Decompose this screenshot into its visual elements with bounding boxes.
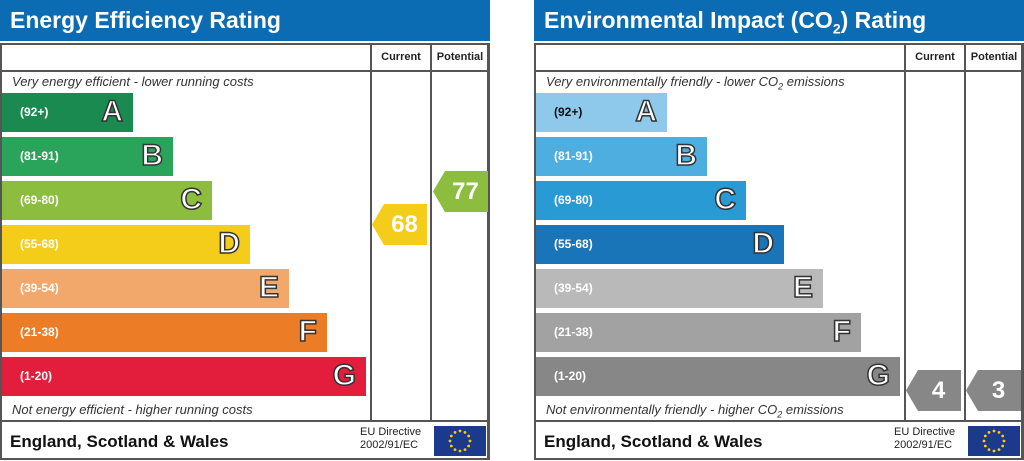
bottom-note: Not environmentally friendly - higher CO… [546, 402, 844, 420]
environmental-impact-panel: Environmental Impact (CO2) Rating Curren… [534, 0, 1024, 460]
energy-efficiency-panel: Energy Efficiency Rating Current Potenti… [0, 0, 490, 460]
note-text: emissions [782, 402, 844, 417]
eu-directive: EU Directive 2002/91/EC [894, 426, 955, 452]
band-letter: B [141, 138, 164, 173]
title-text: ) Rating [840, 7, 927, 33]
note-text: emissions [783, 74, 845, 89]
eu-stars [982, 429, 1006, 453]
band-letter: A [635, 94, 658, 129]
divider [2, 70, 487, 72]
top-note: Very environmentally friendly - lower CO… [546, 74, 845, 92]
band-range: (69-80) [20, 193, 59, 207]
footer-region: England, Scotland & Wales [10, 432, 229, 451]
note-text: Very environmentally friendly - lower CO [546, 74, 779, 89]
band-range: (1-20) [20, 369, 53, 383]
eu-directive: EU Directive 2002/91/EC [360, 426, 421, 452]
note-sub: 2 [778, 81, 784, 92]
divider [370, 45, 372, 420]
current-column-header: Current [381, 51, 421, 63]
band-letter: D [752, 226, 775, 261]
band-e: (39-54) E [536, 269, 823, 308]
divider [964, 45, 966, 420]
band-letter: E [258, 270, 280, 305]
title-sub: 2 [832, 20, 841, 37]
panel-title: Energy Efficiency Rating [0, 0, 490, 41]
potential-column-header: Potential [436, 51, 484, 63]
eu-flag-icon [968, 426, 1020, 456]
divider [904, 45, 906, 420]
band-range: (69-80) [554, 193, 593, 207]
band-range: (81-91) [20, 149, 59, 163]
band-letter: G [332, 358, 357, 393]
band-letter: C [714, 182, 737, 217]
band-letter: A [101, 94, 124, 129]
directive-line2: 2002/91/EC [360, 439, 419, 451]
top-note: Very energy efficient - lower running co… [12, 74, 254, 89]
band-f: (21-38) F [2, 313, 327, 352]
rating-table: Current Potential Very energy efficient … [0, 43, 490, 460]
band-b: (81-91) B [2, 137, 173, 176]
band-e: (39-54) E [2, 269, 289, 308]
band-letter: B [675, 138, 698, 173]
band-range: (92+) [20, 105, 49, 119]
band-f: (21-38) F [536, 313, 861, 352]
band-range: (92+) [554, 105, 583, 119]
current-column-header: Current [915, 51, 955, 63]
title-text: Environmental Impact (CO [544, 7, 833, 33]
eu-stars [448, 429, 472, 453]
divider [2, 420, 487, 422]
band-range: (21-38) [554, 325, 593, 339]
potential-rating-arrow: 3 [966, 370, 1021, 411]
band-range: (55-68) [554, 237, 593, 251]
band-letter: F [298, 314, 318, 349]
band-letter: E [792, 270, 814, 305]
potential-rating-arrow: 77 [433, 171, 488, 212]
band-letter: F [832, 314, 852, 349]
bottom-note: Not energy efficient - higher running co… [12, 402, 253, 417]
band-range: (81-91) [554, 149, 593, 163]
band-range: (21-38) [20, 325, 59, 339]
band-a: (92+) A [536, 93, 667, 132]
divider [430, 45, 432, 420]
eu-flag-icon [434, 426, 486, 456]
current-rating-arrow: 4 [906, 370, 961, 411]
band-d: (55-68) D [536, 225, 784, 264]
band-c: (69-80) C [536, 181, 746, 220]
band-range: (55-68) [20, 237, 59, 251]
potential-column-header: Potential [970, 51, 1018, 63]
band-range: (39-54) [554, 281, 593, 295]
band-c: (69-80) C [2, 181, 212, 220]
directive-line1: EU Directive [894, 426, 956, 438]
band-g: (1-20) G [2, 357, 366, 396]
note-sub: 2 [777, 409, 783, 420]
panel-title: Environmental Impact (CO2) Rating [534, 0, 1024, 41]
band-letter: G [866, 358, 891, 393]
band-b: (81-91) B [536, 137, 707, 176]
directive-line2: 2002/91/EC [894, 439, 953, 451]
band-letter: C [180, 182, 203, 217]
band-d: (55-68) D [2, 225, 250, 264]
band-letter: D [218, 226, 241, 261]
directive-line1: EU Directive [360, 426, 422, 438]
band-range: (39-54) [20, 281, 59, 295]
current-rating-arrow: 68 [372, 204, 427, 245]
divider [536, 420, 1021, 422]
note-text: Not environmentally friendly - higher CO [546, 402, 778, 417]
rating-table: Current Potential Very environmentally f… [534, 43, 1024, 460]
band-g: (1-20) G [536, 357, 900, 396]
band-range: (1-20) [554, 369, 587, 383]
divider [536, 70, 1021, 72]
band-a: (92+) A [2, 93, 133, 132]
footer-region: England, Scotland & Wales [544, 432, 763, 451]
